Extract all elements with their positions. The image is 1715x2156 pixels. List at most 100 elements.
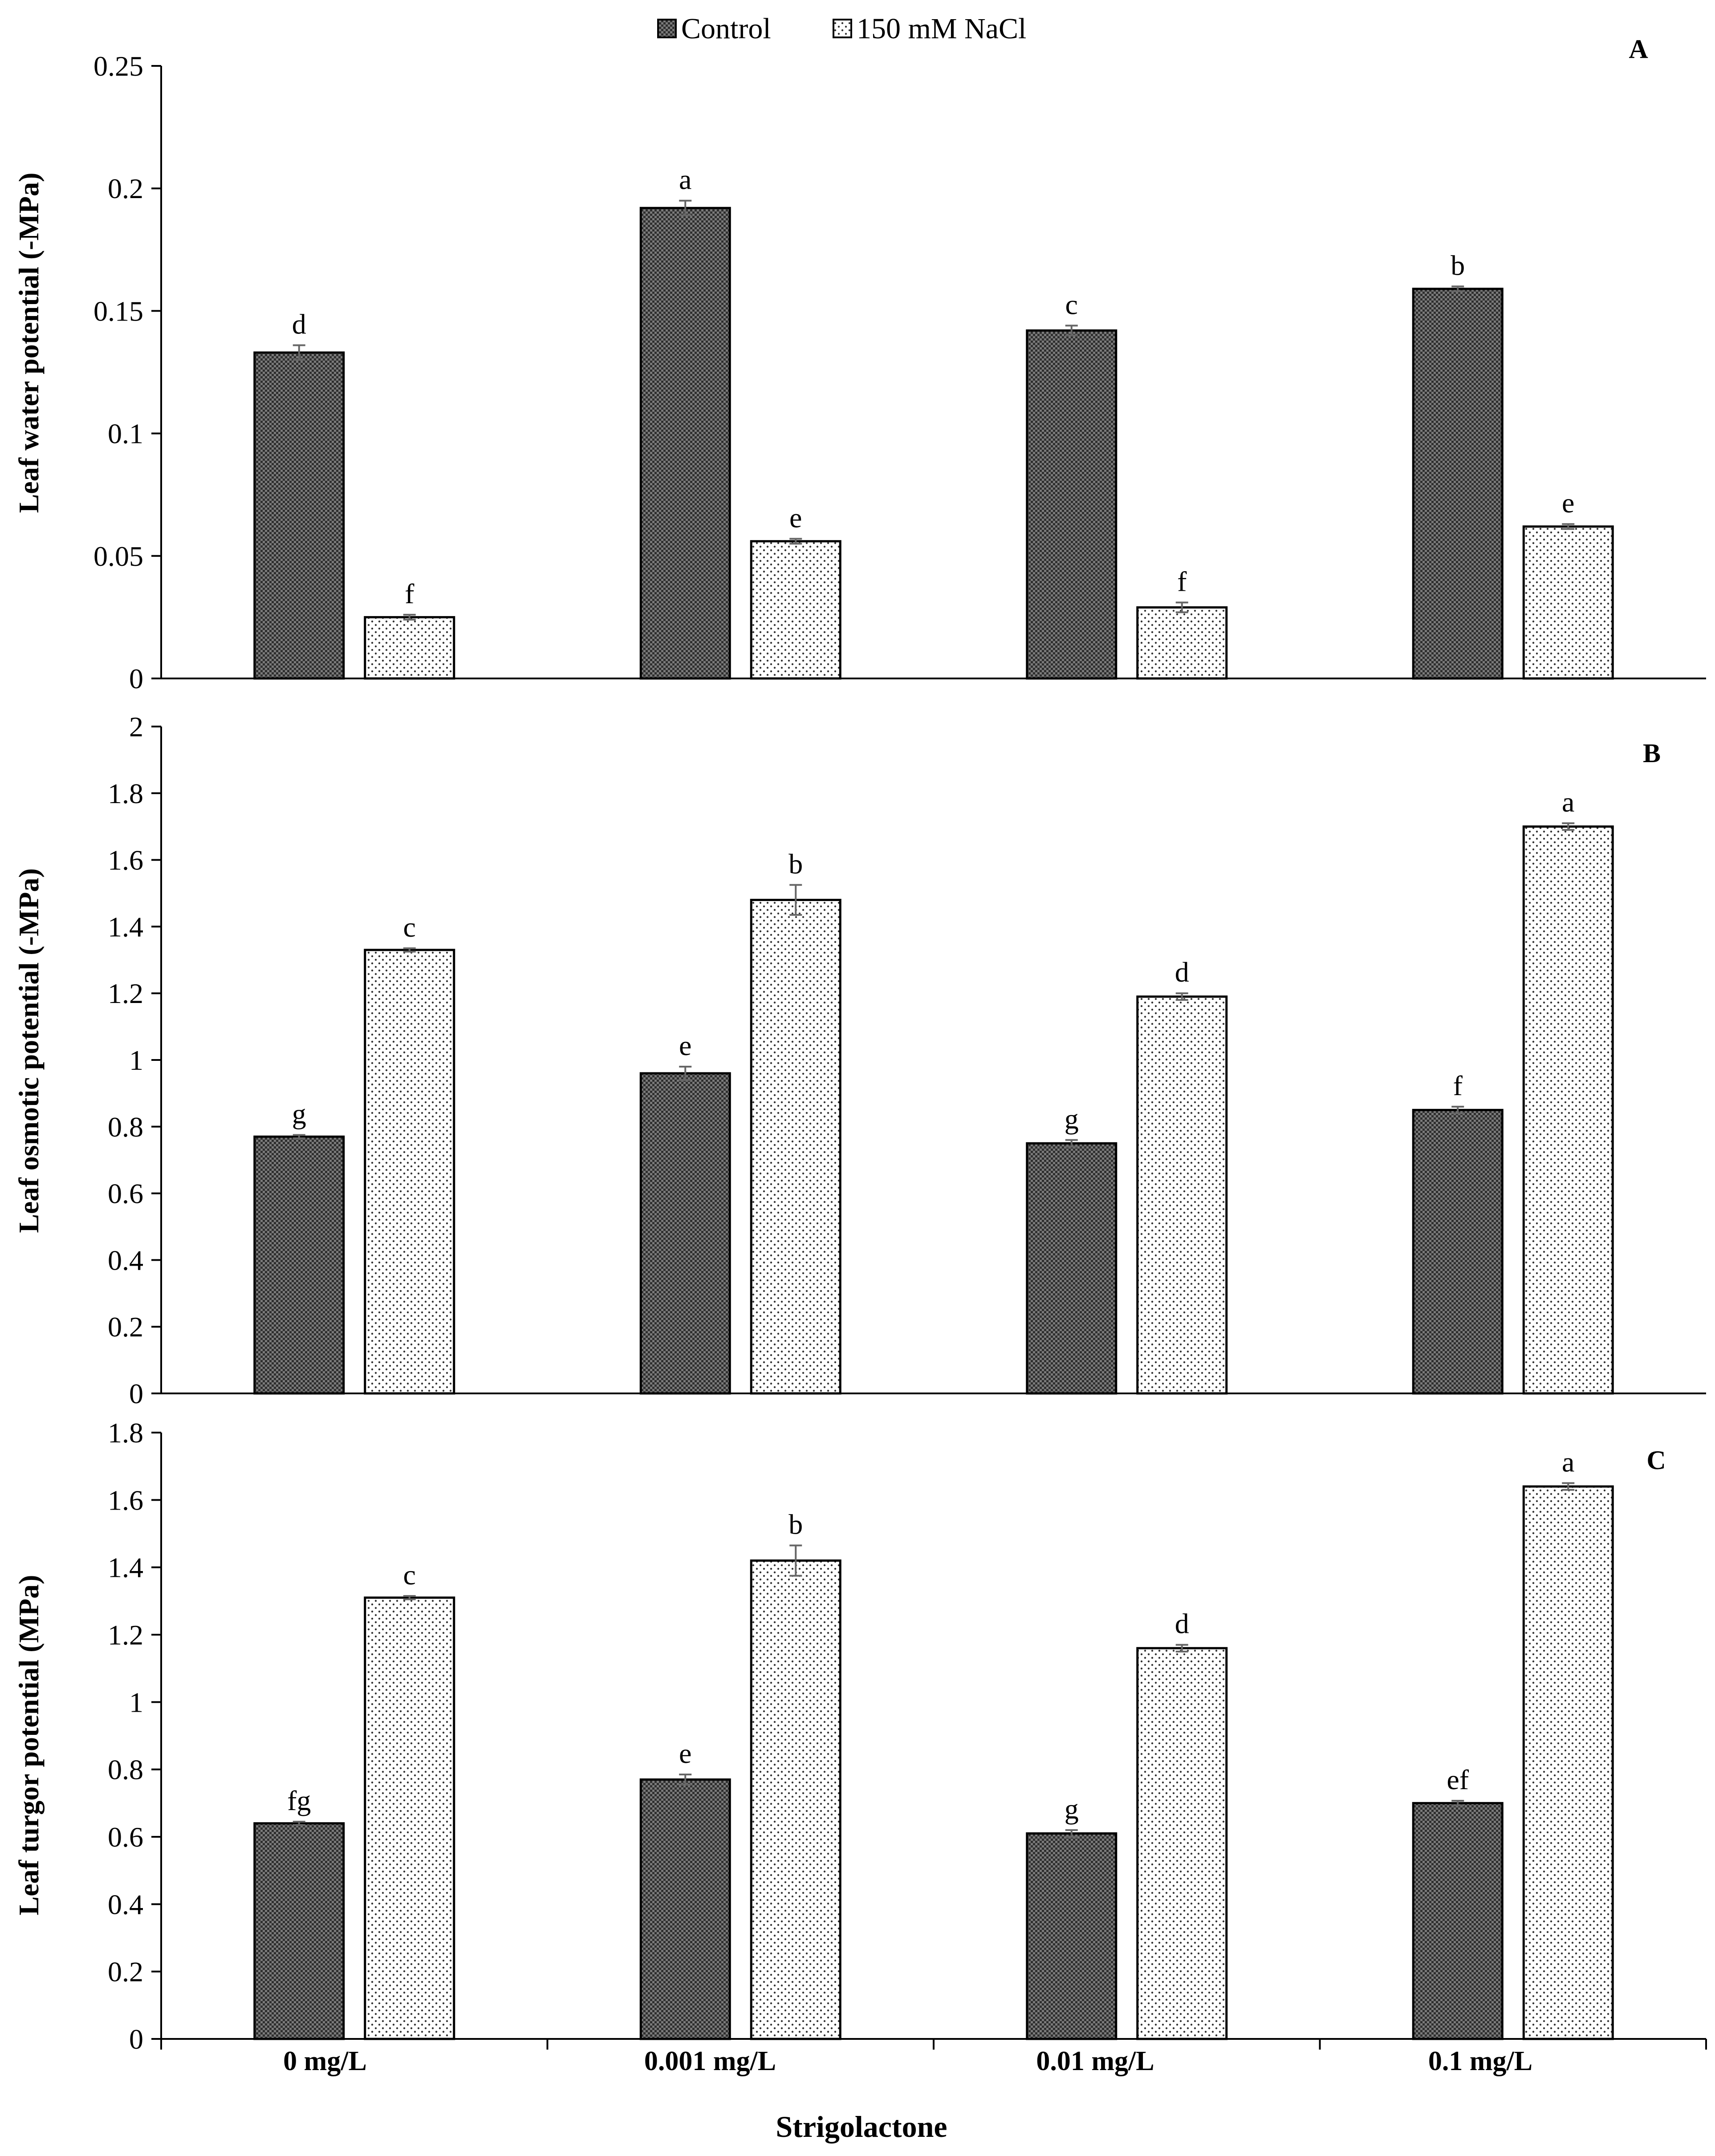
panel-c-bar-nacl	[1136, 1647, 1228, 2040]
panel-b-bar-nacl	[750, 898, 841, 1395]
panel-c-bar-nacl	[1522, 1485, 1614, 2040]
legend-swatch-control	[657, 19, 677, 38]
panel-a-bar-nacl	[1136, 606, 1228, 680]
panel-a-plot: 0 0.05 0.1 0.15 0.2 0.25 d f a e c f b e	[93, 50, 1706, 694]
panel-a-y-tick-label: 0.1	[108, 418, 143, 450]
panel-b-y-tick-label: 0	[129, 1378, 143, 1409]
panel-a-bar-control	[1412, 288, 1504, 680]
panel-b-significance-label: a	[1562, 786, 1574, 818]
panel-c-y-tick-label: 1.8	[108, 1417, 143, 1449]
panel-b-significance-label: g	[292, 1098, 306, 1130]
panel-c-significance-label: a	[1562, 1446, 1574, 1478]
panel-a-significance-label: d	[292, 308, 306, 340]
panel-c-y-tick-label: 0.6	[108, 1821, 143, 1853]
panel-c-significance-label: d	[1175, 1608, 1189, 1640]
legend-item-control: Control	[657, 12, 771, 45]
panel-c-bar-control	[1412, 1802, 1504, 2040]
category-label-1: 0.001 mg/L	[644, 2046, 776, 2076]
panel-c-significance-label: g	[1065, 1793, 1079, 1825]
panel-b-bar-control	[253, 1135, 345, 1395]
panel-a-y-tick-label: 0.15	[93, 295, 143, 327]
panel-b-plot: 0 0.2 0.4 0.6 0.8 1 1.2 1.4 1.6 1.8 2 g c e b g d f a	[108, 711, 1706, 1409]
panel-b-y-tick-label: 1.4	[108, 911, 143, 942]
panel-c-plot: 0 0.2 0.4 0.6 0.8 1 1.2 1.4 1.6 1.8 fg c e b g d ef a	[108, 1417, 1706, 2055]
panel-b: Leaf osmotic potential (-MPa) B 00.20.40…	[13, 711, 1706, 1409]
panel-b-bar-control	[1026, 1142, 1118, 1395]
panel-a-significance-label: f	[405, 578, 415, 609]
legend-item-nacl: 150 mM NaCl	[833, 12, 1026, 45]
panel-b-y-tick-label: 0.8	[108, 1111, 143, 1143]
panel-a-bar-nacl	[1522, 525, 1614, 680]
panel-b-ylabel: Leaf osmotic potential (-MPa)	[13, 868, 45, 1233]
panel-a-bar-control	[253, 351, 345, 680]
panel-a-bar-nacl	[364, 616, 455, 680]
panel-c-y-tick-label: 1	[129, 1686, 143, 1718]
panel-a-significance-label: f	[1177, 565, 1187, 597]
panel-c-bar-control	[1026, 1832, 1118, 2040]
panel-b-significance-label: c	[403, 911, 416, 943]
legend-swatch-nacl	[833, 19, 852, 38]
category-label-3: 0.1 mg/L	[1428, 2046, 1532, 2076]
panel-c-bar-nacl	[750, 1559, 841, 2040]
panel-b-bar-nacl	[1136, 995, 1228, 1395]
panel-c-significance-label: fg	[287, 1785, 311, 1816]
legend: Control 150 mM NaCl	[657, 12, 1026, 45]
panel-a-y-tick-label: 0.2	[108, 173, 143, 204]
panel-b-significance-label: d	[1175, 956, 1189, 988]
legend-label-control: Control	[681, 12, 771, 45]
panel-b-significance-label: e	[679, 1030, 691, 1061]
panel-c-ylabel: Leaf turgor potential (MPa)	[13, 1575, 45, 1916]
panel-a-significance-label: c	[1065, 288, 1078, 320]
panel-c-y-tick-label: 1.4	[108, 1552, 143, 1584]
panel-c-y-tick-label: 0	[129, 2023, 143, 2055]
panel-a-bar-control	[639, 207, 731, 680]
category-label-2: 0.01 mg/L	[1036, 2046, 1154, 2076]
panel-a-significance-label: b	[1451, 249, 1465, 281]
panel-a-y-tick-label: 0	[129, 663, 143, 694]
panel-b-y-tick-label: 0.4	[108, 1244, 143, 1276]
panel-b-y-tick-label: 2	[129, 711, 143, 743]
panel-a-significance-label: e	[789, 502, 802, 533]
panel-b-significance-label: g	[1065, 1103, 1079, 1135]
panel-c-bar-control	[253, 1822, 345, 2040]
panel-b-significance-label: b	[788, 848, 803, 880]
panel-b-y-tick-label: 0.2	[108, 1311, 143, 1343]
category-label-0: 0 mg/L	[283, 2046, 367, 2076]
panel-c-y-tick-label: 1.2	[108, 1619, 143, 1651]
panel-c-y-tick-label: 0.4	[108, 1888, 143, 1920]
panel-a-y-tick-label: 0.05	[93, 540, 143, 572]
panel-c-y-tick-label: 0.2	[108, 1956, 143, 1988]
panel-b-y-tick-label: 1	[129, 1044, 143, 1076]
panel-a: Leaf water potential (-MPa) A 0 0.05 0.1 0.…	[13, 34, 1706, 694]
panel-b-bar-nacl	[1522, 825, 1614, 1395]
panel-b-significance-label: f	[1453, 1070, 1463, 1101]
x-axis: 0 mg/L 0.001 mg/L 0.01 mg/L 0.1 mg/L Str…	[160, 2039, 1707, 2144]
panel-c-significance-label: ef	[1447, 1764, 1469, 1795]
panel-a-letter: A	[1629, 34, 1648, 64]
panel-b-y-tick-label: 0.6	[108, 1178, 143, 1210]
panel-c-significance-label: b	[788, 1508, 803, 1540]
panel-c-bar-control	[639, 1778, 731, 2040]
panel-b-bar-control	[1412, 1108, 1504, 1395]
panel-c-significance-label: e	[679, 1738, 691, 1769]
legend-label-nacl: 150 mM NaCl	[857, 12, 1026, 45]
panel-a-y-tick-label: 0.25	[93, 50, 143, 82]
panel-b-y-tick-label: 1.2	[108, 978, 143, 1009]
panel-a-ylabel: Leaf water potential (-MPa)	[13, 173, 45, 513]
panel-a-significance-label: a	[679, 164, 691, 195]
panel-b-bar-control	[639, 1072, 731, 1395]
panel-c: Leaf turgor potential (MPa) C 0 0.2 0.4 0.6…	[13, 1417, 1706, 2055]
panel-c-letter: C	[1646, 1445, 1666, 1475]
x-axis-title: Strigolactone	[776, 2110, 947, 2144]
panel-c-y-tick-label: 0.8	[108, 1754, 143, 1786]
panel-b-bar-nacl	[364, 949, 455, 1395]
panel-a-significance-label: e	[1562, 487, 1574, 519]
panel-b-y-tick-label: 1.8	[108, 778, 143, 809]
panel-a-bar-nacl	[750, 540, 841, 680]
panel-b-letter: B	[1643, 739, 1661, 768]
panel-b-y-tick-label: 1.6	[108, 845, 143, 876]
panel-c-bar-nacl	[364, 1596, 455, 2040]
panel-c-y-tick-label: 1.6	[108, 1484, 143, 1516]
panel-a-bar-control	[1026, 329, 1118, 680]
